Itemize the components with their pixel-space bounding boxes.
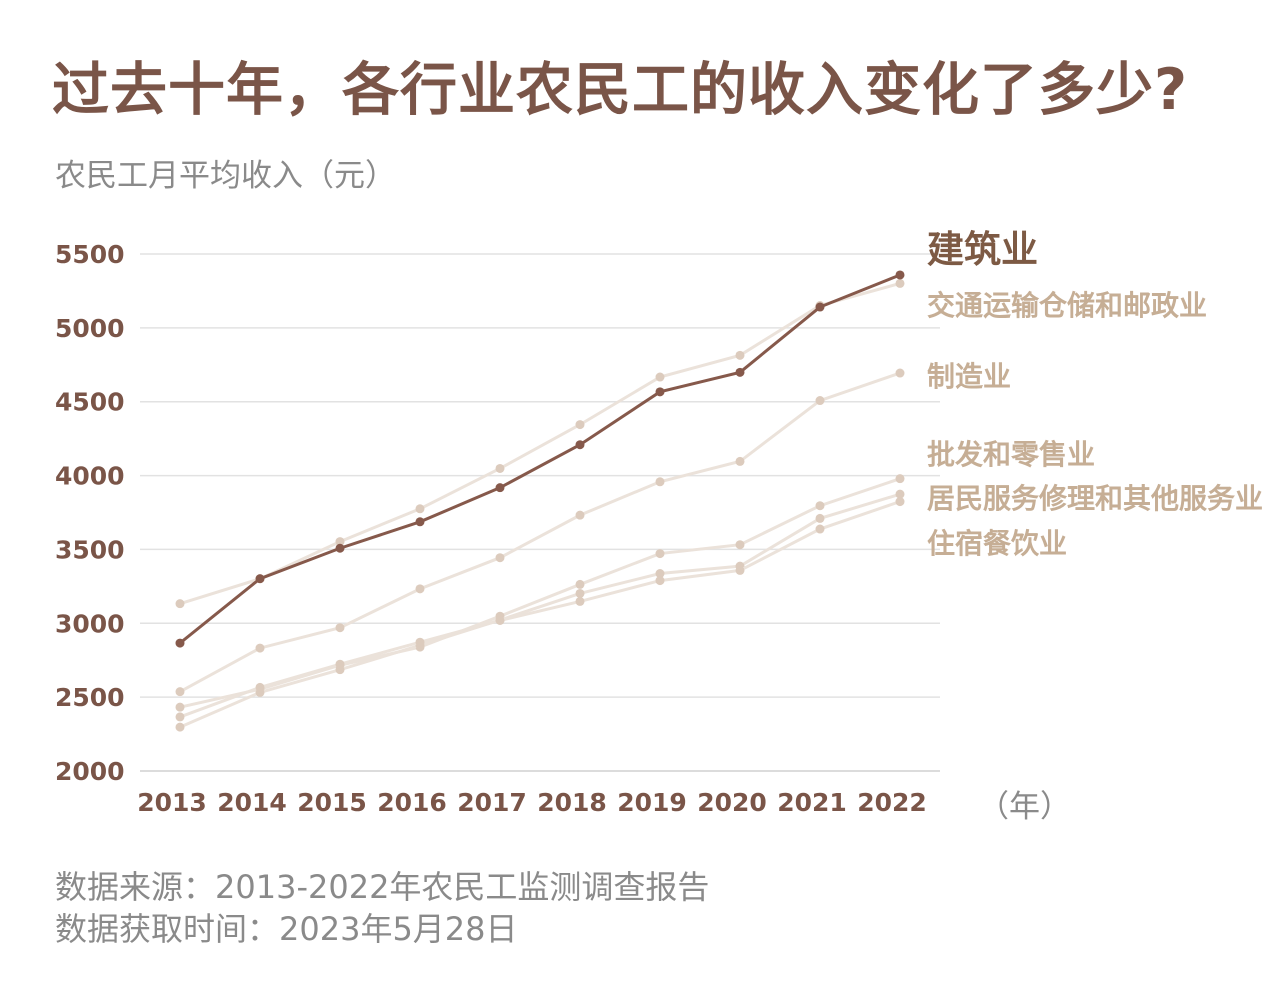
data-point <box>815 501 825 511</box>
data-point <box>655 477 665 487</box>
chart-title: 过去十年，各行业农民工的收入变化了多少? <box>52 57 1189 123</box>
series-label: 交通运输仓储和邮政业 <box>927 289 1207 322</box>
data-point <box>335 623 345 633</box>
data-point <box>495 553 505 563</box>
series-line <box>179 281 901 606</box>
data-point <box>575 588 585 598</box>
data-point <box>175 722 185 732</box>
retrieved-note: 数据获取时间：2023年5月28日 <box>55 910 518 948</box>
data-point <box>895 270 905 280</box>
y-tick-label: 2000 <box>55 757 125 786</box>
data-point <box>175 712 185 722</box>
data-point <box>815 302 825 312</box>
series-label: 制造业 <box>927 360 1011 393</box>
y-tick-label: 2500 <box>55 683 125 712</box>
x-tick-label: 2014 <box>217 788 287 817</box>
data-point <box>735 565 745 575</box>
data-point <box>335 659 345 669</box>
series-line <box>179 492 901 729</box>
data-point <box>415 637 425 647</box>
data-point <box>895 368 905 378</box>
data-point <box>575 420 585 430</box>
data-point <box>255 574 265 584</box>
data-point <box>655 569 665 579</box>
data-point <box>895 489 905 499</box>
series-line <box>179 371 901 693</box>
data-point <box>175 599 185 609</box>
data-point <box>255 682 265 692</box>
data-point <box>175 638 185 648</box>
x-tick-label: 2013 <box>137 788 207 817</box>
x-axis-title: （年） <box>978 789 1071 825</box>
x-tick-label: 2022 <box>857 788 927 817</box>
data-point <box>655 576 665 586</box>
data-point <box>415 504 425 514</box>
data-point <box>735 350 745 360</box>
series-line <box>179 500 901 719</box>
x-tick-label: 2021 <box>777 788 847 817</box>
data-point <box>415 517 425 527</box>
data-point <box>175 687 185 697</box>
data-point <box>255 643 265 653</box>
series-label: 建筑业 <box>927 228 1038 271</box>
series-label: 批发和零售业 <box>927 438 1095 471</box>
y-tick-label: 5500 <box>55 240 125 269</box>
data-point <box>735 540 745 550</box>
data-point <box>575 579 585 589</box>
data-point <box>495 483 505 493</box>
series-label: 居民服务修理和其他服务业 <box>927 482 1263 515</box>
y-tick-label: 4000 <box>55 462 125 491</box>
data-point <box>495 615 505 625</box>
data-point <box>575 596 585 606</box>
series-label: 住宿餐饮业 <box>927 527 1067 560</box>
x-tick-label: 2017 <box>457 788 527 817</box>
data-point <box>735 456 745 466</box>
data-point <box>895 474 905 484</box>
data-point <box>575 510 585 520</box>
y-tick-label: 3500 <box>55 535 125 564</box>
data-point <box>335 543 345 553</box>
data-point <box>735 367 745 377</box>
data-point <box>815 524 825 534</box>
y-tick-label: 3000 <box>55 609 125 638</box>
data-point <box>895 278 905 288</box>
y-axis-title: 农民工月平均收入（元） <box>55 158 396 194</box>
source-note: 数据来源：2013-2022年农民工监测调查报告 <box>55 868 710 906</box>
y-tick-label: 5000 <box>55 314 125 343</box>
x-tick-label: 2015 <box>297 788 367 817</box>
x-tick-label: 2018 <box>537 788 607 817</box>
data-point <box>815 396 825 406</box>
data-point <box>575 440 585 450</box>
data-point <box>655 549 665 559</box>
data-point <box>655 372 665 382</box>
data-point <box>415 584 425 594</box>
data-point <box>815 513 825 523</box>
data-point <box>335 537 345 547</box>
data-point <box>895 497 905 507</box>
data-point <box>175 702 185 712</box>
data-point <box>495 463 505 473</box>
x-tick-label: 2019 <box>617 788 687 817</box>
x-tick-label: 2020 <box>697 788 767 817</box>
data-point <box>655 387 665 397</box>
series-line <box>179 477 901 709</box>
x-tick-label: 2016 <box>377 788 447 817</box>
y-tick-label: 4500 <box>55 388 125 417</box>
series-line <box>179 273 901 645</box>
